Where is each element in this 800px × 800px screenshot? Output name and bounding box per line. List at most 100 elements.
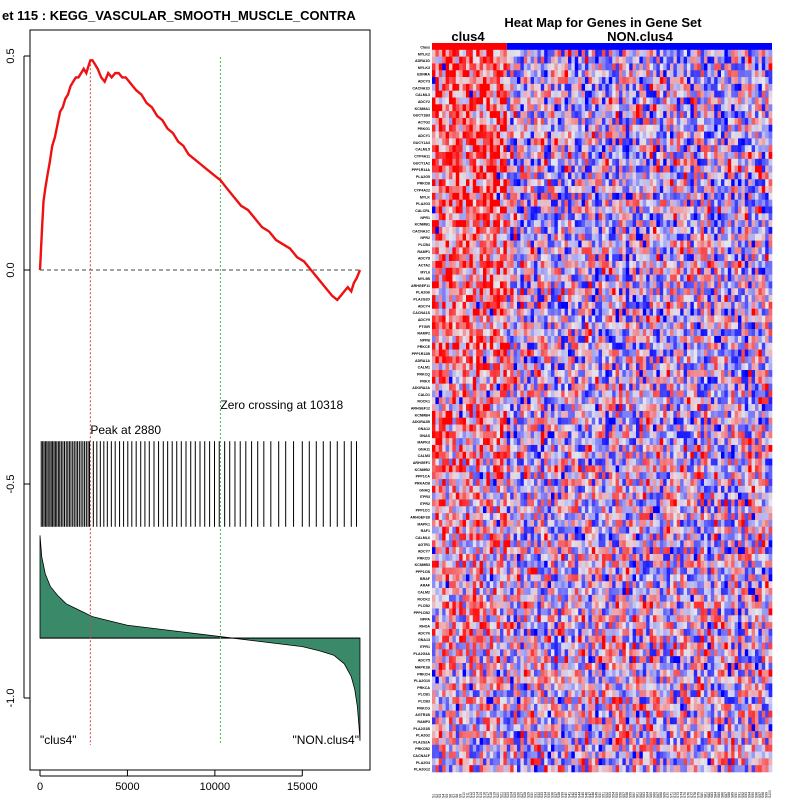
heatmap-cell	[663, 111, 667, 119]
heatmap-cell	[462, 254, 467, 262]
heatmap-cell	[721, 226, 725, 235]
heatmap-cell	[513, 77, 518, 85]
heatmap-cell	[663, 77, 667, 85]
heatmap-cell	[751, 220, 756, 228]
heatmap-cell	[693, 172, 698, 180]
heatmap-cell	[435, 97, 440, 105]
heatmap-cell	[741, 261, 746, 269]
heatmap-cell	[642, 322, 647, 330]
heatmap-cell	[639, 56, 644, 64]
heatmap-cell	[435, 226, 440, 235]
heatmap-cell	[666, 131, 671, 139]
heatmap-cell	[615, 206, 620, 214]
heatmap-cell	[717, 335, 722, 344]
heatmap-cell	[721, 111, 725, 119]
heatmap-cell	[578, 342, 582, 350]
heatmap-cell	[476, 63, 480, 71]
heatmap-cell	[469, 165, 474, 173]
heatmap-cell	[748, 63, 752, 71]
heatmap-cell	[710, 77, 715, 85]
heatmap-cell	[581, 274, 586, 282]
heatmap-cell	[472, 213, 477, 221]
heatmap-cell	[564, 172, 569, 180]
heatmap-cell	[551, 370, 555, 378]
heatmap-cell	[676, 261, 681, 269]
heatmap-cell	[680, 281, 684, 289]
heatmap-cell	[591, 172, 596, 180]
heatmap-cell	[656, 329, 661, 337]
heatmap-cell	[534, 49, 538, 57]
heatmap-cell	[768, 308, 773, 316]
heatmap-cell	[537, 342, 542, 350]
heatmap-cell	[659, 111, 664, 119]
heatmap-cell	[622, 376, 627, 384]
heatmap-cell	[707, 301, 712, 310]
heatmap-cell	[510, 288, 514, 296]
heatmap-cell	[690, 179, 695, 187]
heatmap-cell	[717, 145, 722, 153]
heatmap-cell	[489, 220, 494, 228]
heatmap-cell	[513, 233, 518, 241]
heatmap-cell	[602, 206, 606, 214]
heatmap-cell	[646, 226, 650, 235]
heatmap-cell	[619, 370, 623, 378]
heatmap-cell	[540, 267, 545, 275]
heatmap-cell	[479, 179, 484, 187]
heatmap-cell	[537, 172, 542, 180]
heatmap-cell	[741, 49, 746, 57]
heatmap-cell	[649, 315, 654, 323]
heatmap-cell	[741, 301, 746, 310]
heatmap-cell	[585, 308, 589, 316]
heatmap-cell	[649, 247, 654, 255]
heatmap-cell	[605, 315, 610, 323]
heatmap-cell	[571, 233, 576, 241]
heatmap-cell	[748, 226, 752, 235]
heatmap-cell	[489, 63, 494, 71]
heatmap-cell	[551, 63, 555, 71]
heatmap-cell	[765, 172, 769, 180]
heatmap-cell	[656, 308, 661, 316]
heatmap-cell	[500, 226, 504, 235]
heatmap-cell	[673, 322, 678, 330]
heatmap-cell	[435, 179, 440, 187]
heatmap-cell	[700, 261, 705, 269]
heatmap-cell	[472, 329, 477, 337]
heatmap-cell	[574, 301, 579, 310]
heatmap-cell	[697, 233, 701, 241]
heatmap-cell	[758, 124, 763, 132]
heatmap-cell	[710, 335, 715, 344]
heatmap-cell	[687, 70, 691, 78]
heatmap-cell	[707, 226, 712, 235]
heatmap-cell	[452, 111, 457, 119]
heatmap-cell	[748, 206, 752, 214]
heatmap-cell	[731, 295, 735, 303]
heatmap-cell	[581, 308, 586, 316]
heatmap-cell	[680, 90, 684, 98]
heatmap-cell	[646, 158, 650, 166]
heatmap-cell	[639, 124, 644, 132]
heatmap-cell	[629, 117, 633, 126]
heatmap-cell	[690, 322, 695, 330]
heatmap-cell	[697, 213, 701, 221]
heatmap-cell	[642, 117, 647, 126]
heatmap-cell	[588, 117, 593, 126]
heatmap-cell	[564, 49, 569, 57]
heatmap-cell	[574, 226, 579, 235]
heatmap-cell	[687, 152, 691, 160]
heatmap-cell	[704, 295, 708, 303]
heatmap-cell	[602, 254, 606, 262]
heatmap-cell	[547, 83, 552, 91]
heatmap-cell	[598, 179, 603, 187]
heatmap-cell	[755, 158, 759, 166]
heatmap-cell	[700, 254, 705, 262]
heatmap-cell	[653, 186, 657, 194]
heatmap-cell	[432, 370, 436, 378]
heatmap-cell	[462, 199, 467, 207]
heatmap-cell	[670, 370, 674, 378]
heatmap-cell	[449, 179, 453, 187]
heatmap-cell	[561, 63, 565, 71]
heatmap-cell	[523, 335, 528, 344]
heatmap-cell	[452, 63, 457, 71]
heatmap-cell	[466, 131, 470, 139]
heatmap-cell	[455, 349, 460, 357]
